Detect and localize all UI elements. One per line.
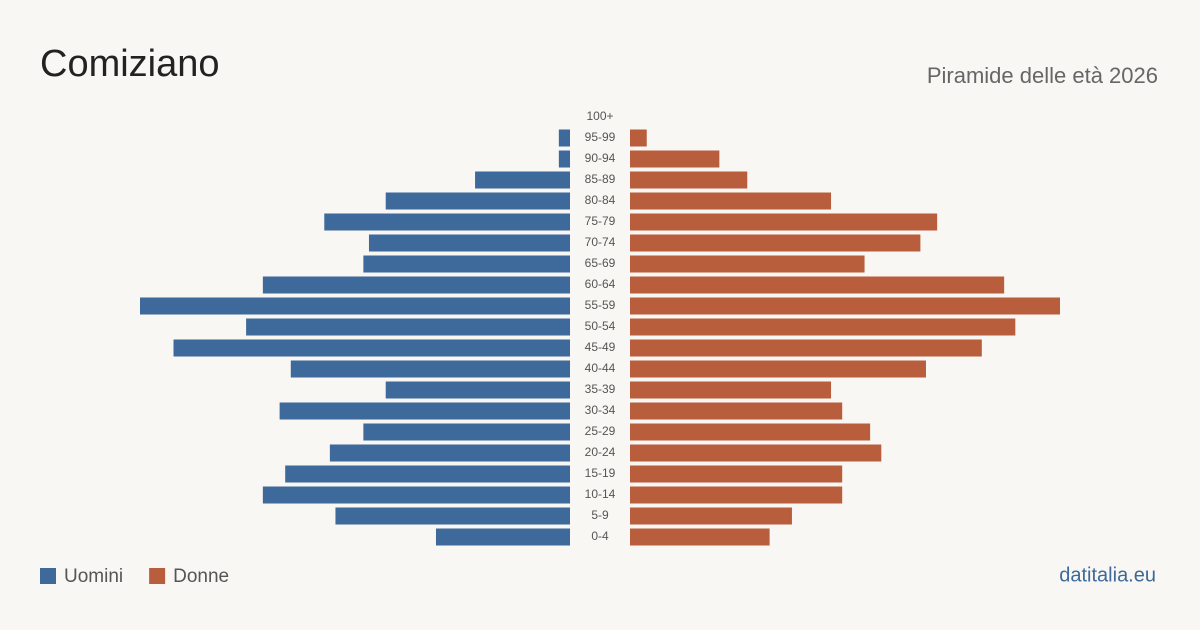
source: datitalia.eu: [1059, 564, 1156, 586]
legend-swatch: [149, 568, 166, 584]
bar: [385, 192, 570, 210]
age-label: 15-19: [585, 466, 616, 480]
bar: [140, 297, 570, 315]
bar: [630, 528, 770, 546]
bar: [385, 381, 570, 399]
bar: [630, 381, 832, 399]
legend-label: Uomini: [64, 566, 123, 587]
age-label: 40-44: [585, 361, 616, 375]
bar: [630, 192, 832, 210]
bar: [630, 486, 843, 504]
legend-label: Donne: [173, 566, 229, 587]
bar: [335, 507, 570, 525]
bar: [435, 528, 570, 546]
bar: [630, 423, 871, 441]
age-label: 5-9: [591, 508, 609, 522]
age-label: 60-64: [585, 277, 616, 291]
bar: [630, 150, 720, 168]
chart-title: Comiziano: [40, 43, 220, 85]
bar: [630, 339, 982, 357]
age-label: 45-49: [585, 340, 616, 354]
bar: [630, 360, 926, 378]
bar: [630, 234, 921, 252]
bar: [630, 507, 792, 525]
bar: [630, 255, 865, 273]
bar: [558, 129, 570, 147]
age-label: 75-79: [585, 214, 616, 228]
bar: [363, 255, 570, 273]
age-label: 10-14: [585, 487, 616, 501]
bar: [324, 213, 570, 231]
bar: [368, 234, 570, 252]
age-label: 30-34: [585, 403, 616, 417]
bar: [630, 444, 882, 462]
bar: [262, 486, 570, 504]
bar: [475, 171, 570, 189]
bar: [173, 339, 570, 357]
age-label: 20-24: [585, 445, 616, 459]
bar: [363, 423, 570, 441]
age-label: 35-39: [585, 382, 616, 396]
bar: [262, 276, 570, 294]
bar: [630, 402, 843, 420]
age-label: 95-99: [585, 130, 616, 144]
bar: [630, 465, 843, 483]
bar: [630, 318, 1016, 336]
bar: [290, 360, 570, 378]
age-label: 65-69: [585, 256, 616, 270]
bar: [279, 402, 570, 420]
bar: [630, 276, 1005, 294]
chart-subtitle: Piramide delle età 2026: [927, 63, 1158, 88]
legend-swatch: [40, 568, 56, 584]
age-label: 100+: [586, 109, 613, 123]
bar: [558, 150, 570, 168]
bar: [630, 171, 748, 189]
age-label: 90-94: [585, 151, 616, 165]
age-label: 0-4: [591, 529, 609, 543]
bar: [285, 465, 570, 483]
age-label: 85-89: [585, 172, 616, 186]
age-label: 55-59: [585, 298, 616, 312]
bar: [630, 297, 1060, 315]
bar: [630, 213, 938, 231]
age-label: 80-84: [585, 193, 616, 207]
age-label: 25-29: [585, 424, 616, 438]
bar: [329, 444, 570, 462]
bar: [246, 318, 571, 336]
bar: [630, 129, 647, 147]
age-label: 70-74: [585, 235, 616, 249]
age-label: 50-54: [585, 319, 616, 333]
